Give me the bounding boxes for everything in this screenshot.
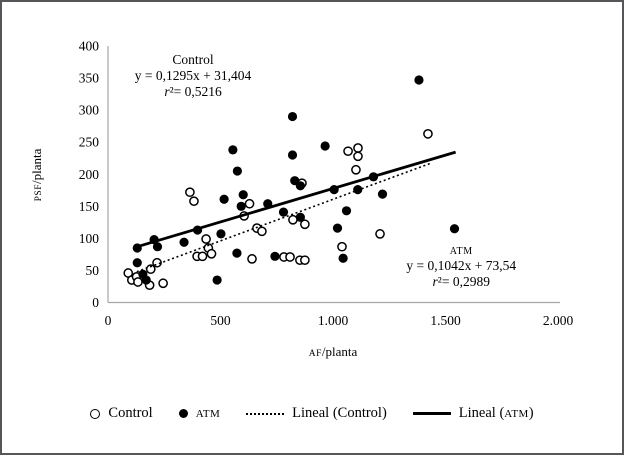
y-tick-label: 150 xyxy=(79,199,100,214)
y-tick-label: 200 xyxy=(79,167,100,182)
legend-label-part: ) xyxy=(528,405,534,421)
atm-point xyxy=(212,275,222,285)
atm-point xyxy=(232,166,242,176)
atm-point xyxy=(228,145,238,155)
atm-point xyxy=(295,181,305,191)
legend-item-lineal-control: Lineal (Control) xyxy=(246,405,387,422)
control-point xyxy=(353,151,363,162)
atm-point xyxy=(132,258,142,268)
legend-label-part: ATM xyxy=(504,408,529,420)
legend-item-atm: ATM xyxy=(178,407,221,420)
annotation-line: r²= 0,5216 xyxy=(164,84,222,99)
atm-point xyxy=(238,190,248,200)
atm-point xyxy=(152,242,163,252)
control-point xyxy=(353,143,363,153)
control-point xyxy=(145,264,156,275)
atm-point xyxy=(338,253,348,263)
dotted-line-marker xyxy=(246,412,285,415)
control-point xyxy=(257,226,267,237)
annotation-line: ATM xyxy=(450,246,473,257)
control-point xyxy=(343,146,353,157)
annotation-line: y = 0,1042x + 73,54 xyxy=(406,258,516,273)
control-point xyxy=(423,129,433,139)
legend-label-atm: ATM xyxy=(195,407,221,420)
control-point xyxy=(351,164,361,175)
control-point xyxy=(158,278,168,289)
control-point xyxy=(300,219,310,230)
y-tick-label: 0 xyxy=(92,295,99,310)
atm-point xyxy=(232,248,242,258)
atm-point xyxy=(179,237,189,247)
y-tick-label: 350 xyxy=(79,71,100,86)
control-point xyxy=(201,234,211,244)
control-point xyxy=(185,187,195,198)
x-tick-label: 1.000 xyxy=(318,313,349,328)
atm-point xyxy=(449,224,460,234)
atm-point xyxy=(414,75,424,85)
atm-point xyxy=(219,194,229,204)
control-point xyxy=(206,248,217,259)
y-tick-label: 300 xyxy=(79,103,100,118)
atm-point xyxy=(295,212,305,222)
open-circle-marker xyxy=(90,408,101,419)
y-tick-label: 50 xyxy=(86,263,100,278)
x-axis-title: AF/planta xyxy=(309,344,358,359)
x-tick-label: 500 xyxy=(210,313,231,328)
atm-point xyxy=(236,201,246,211)
legend: Control ATM Lineal (Control) Lineal (ATM… xyxy=(2,405,622,422)
annotation-line: Control xyxy=(172,52,214,67)
atm-point xyxy=(341,206,352,216)
atm-point xyxy=(287,150,298,160)
atm-point xyxy=(287,111,298,122)
control-point xyxy=(197,251,208,262)
legend-label-lineal-control: Lineal (Control) xyxy=(292,405,387,421)
control-point xyxy=(133,277,143,287)
filled-circle-marker xyxy=(178,409,188,418)
atm-point xyxy=(270,251,280,261)
x-tick-label: 1.500 xyxy=(430,313,461,328)
control-point xyxy=(244,198,255,209)
legend-label-control: Control xyxy=(108,405,153,421)
control-point xyxy=(189,196,199,207)
x-tick-label: 0 xyxy=(105,313,112,328)
solid-line-marker xyxy=(412,412,451,415)
control-point xyxy=(285,252,295,262)
atm-point xyxy=(278,207,289,217)
legend-item-control: Control xyxy=(90,405,153,422)
control-point xyxy=(247,254,257,264)
atm-trendline xyxy=(136,150,457,249)
y-tick-label: 100 xyxy=(79,231,100,246)
annotation-line: r²= 0,2989 xyxy=(433,274,491,289)
x-tick-label: 2.000 xyxy=(543,313,574,328)
atm-point xyxy=(216,229,226,239)
annotation-line: y = 0,1295x + 31,404 xyxy=(135,68,252,83)
atm-point xyxy=(320,141,330,151)
atm-point xyxy=(332,223,343,233)
control-point xyxy=(300,255,310,266)
control-trendline xyxy=(136,162,431,273)
legend-item-lineal-atm: Lineal (ATM) xyxy=(412,405,534,422)
legend-label-lineal-atm: Lineal (ATM) xyxy=(459,405,534,422)
atm-point xyxy=(141,275,151,285)
control-point xyxy=(375,229,385,239)
atm-point xyxy=(377,189,388,199)
y-tick-label: 400 xyxy=(79,39,100,54)
legend-label-part: Lineal ( xyxy=(458,405,505,421)
y-tick-label: 250 xyxy=(79,135,100,150)
y-axis-title: PSF/planta xyxy=(29,148,44,201)
control-point xyxy=(337,241,347,252)
